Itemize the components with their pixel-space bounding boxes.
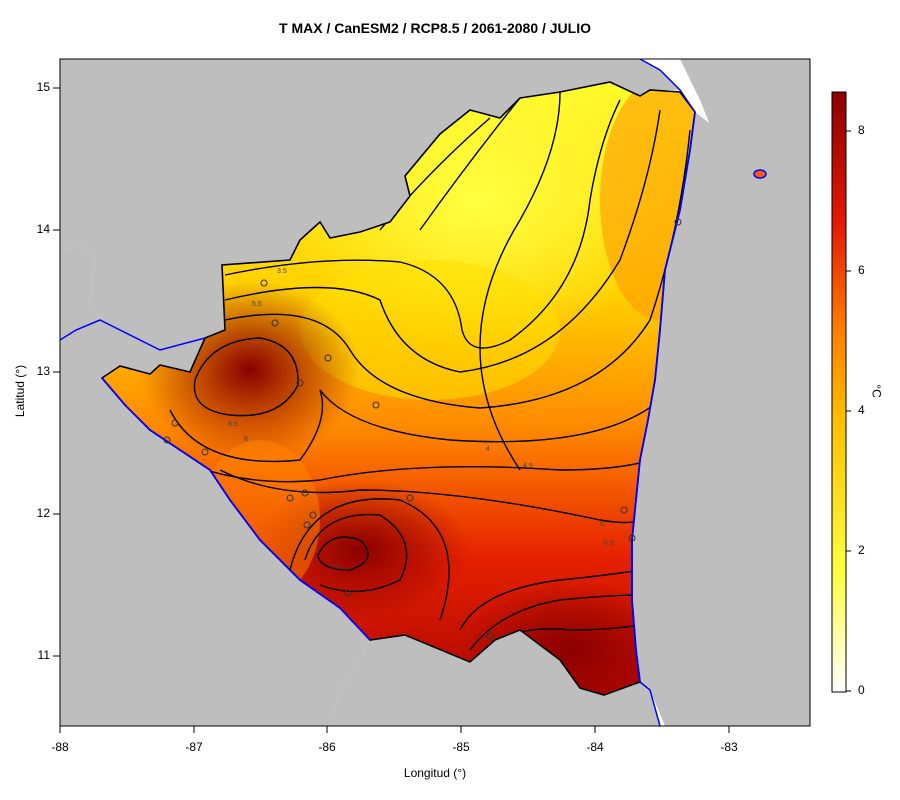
pacific-coastline — [101, 377, 371, 641]
contour-label-8: 6.5 — [604, 540, 614, 547]
x-tick-label: -83 — [720, 740, 738, 754]
contour-label-4: 6 — [244, 436, 248, 443]
contour-label-7: 6 — [600, 521, 604, 528]
contour-labels: 3.5 5.5 6.5 6 4 4.5 6 6.5 7.5 — [228, 268, 614, 571]
caribbean-sea-area — [632, 300, 810, 726]
map-title: T MAX / CanESM2 / RCP8.5 / 2061-2080 / J… — [279, 20, 591, 36]
y-tick-label: 11 — [37, 648, 50, 662]
y-tick-label: 13 — [36, 364, 50, 378]
y-tick-label: 15 — [36, 80, 50, 94]
colorbar-tick-label: 8 — [858, 123, 865, 137]
corn-island — [753, 169, 767, 179]
contour-label-3: 6.5 — [228, 421, 238, 428]
pacific-ocean-area — [60, 320, 370, 726]
colorbar — [831, 91, 847, 693]
plot-frame — [59, 58, 811, 727]
salvador-land — [60, 246, 100, 340]
caribbean-islands-area — [680, 59, 810, 200]
x-axis-label: Longitud (°) — [403, 766, 467, 780]
y-axis-label: Latitud (°) — [13, 364, 27, 418]
y-tick-label: 14 — [36, 222, 50, 236]
caribbean-sea-north — [660, 112, 810, 300]
colorbar-tick-label: 0 — [858, 683, 865, 697]
colorbar-tick-label: 4 — [858, 403, 865, 417]
contour-label-1: 3.5 — [277, 268, 287, 275]
colorbar-tick-label: 6 — [858, 263, 865, 277]
contour-label-9: 7.5 — [330, 564, 340, 571]
colorbar-unit: °C — [869, 384, 884, 398]
station-points — [163, 218, 682, 640]
contour-label-5: 4 — [486, 446, 490, 453]
costa-rica-land — [330, 630, 660, 726]
x-tick-label: -85 — [452, 740, 470, 754]
x-tick-label: -88 — [51, 740, 69, 754]
x-tick-label: -87 — [185, 740, 203, 754]
contour-label-6: 4.5 — [523, 463, 533, 470]
south-coastline — [639, 681, 661, 726]
y-tick-label: 12 — [36, 506, 50, 520]
colorbar-tick-label: 2 — [858, 543, 865, 557]
contour-label-2: 5.5 — [252, 301, 262, 308]
caribbean-coastline — [631, 111, 696, 683]
x-tick-label: -84 — [586, 740, 604, 754]
x-tick-label: -86 — [318, 740, 336, 754]
gulf-coastline — [60, 319, 206, 351]
axis-ticks — [53, 87, 730, 733]
north-coastline — [639, 59, 696, 113]
colorbar-ticks — [846, 130, 851, 692]
honduras-land — [60, 59, 680, 350]
